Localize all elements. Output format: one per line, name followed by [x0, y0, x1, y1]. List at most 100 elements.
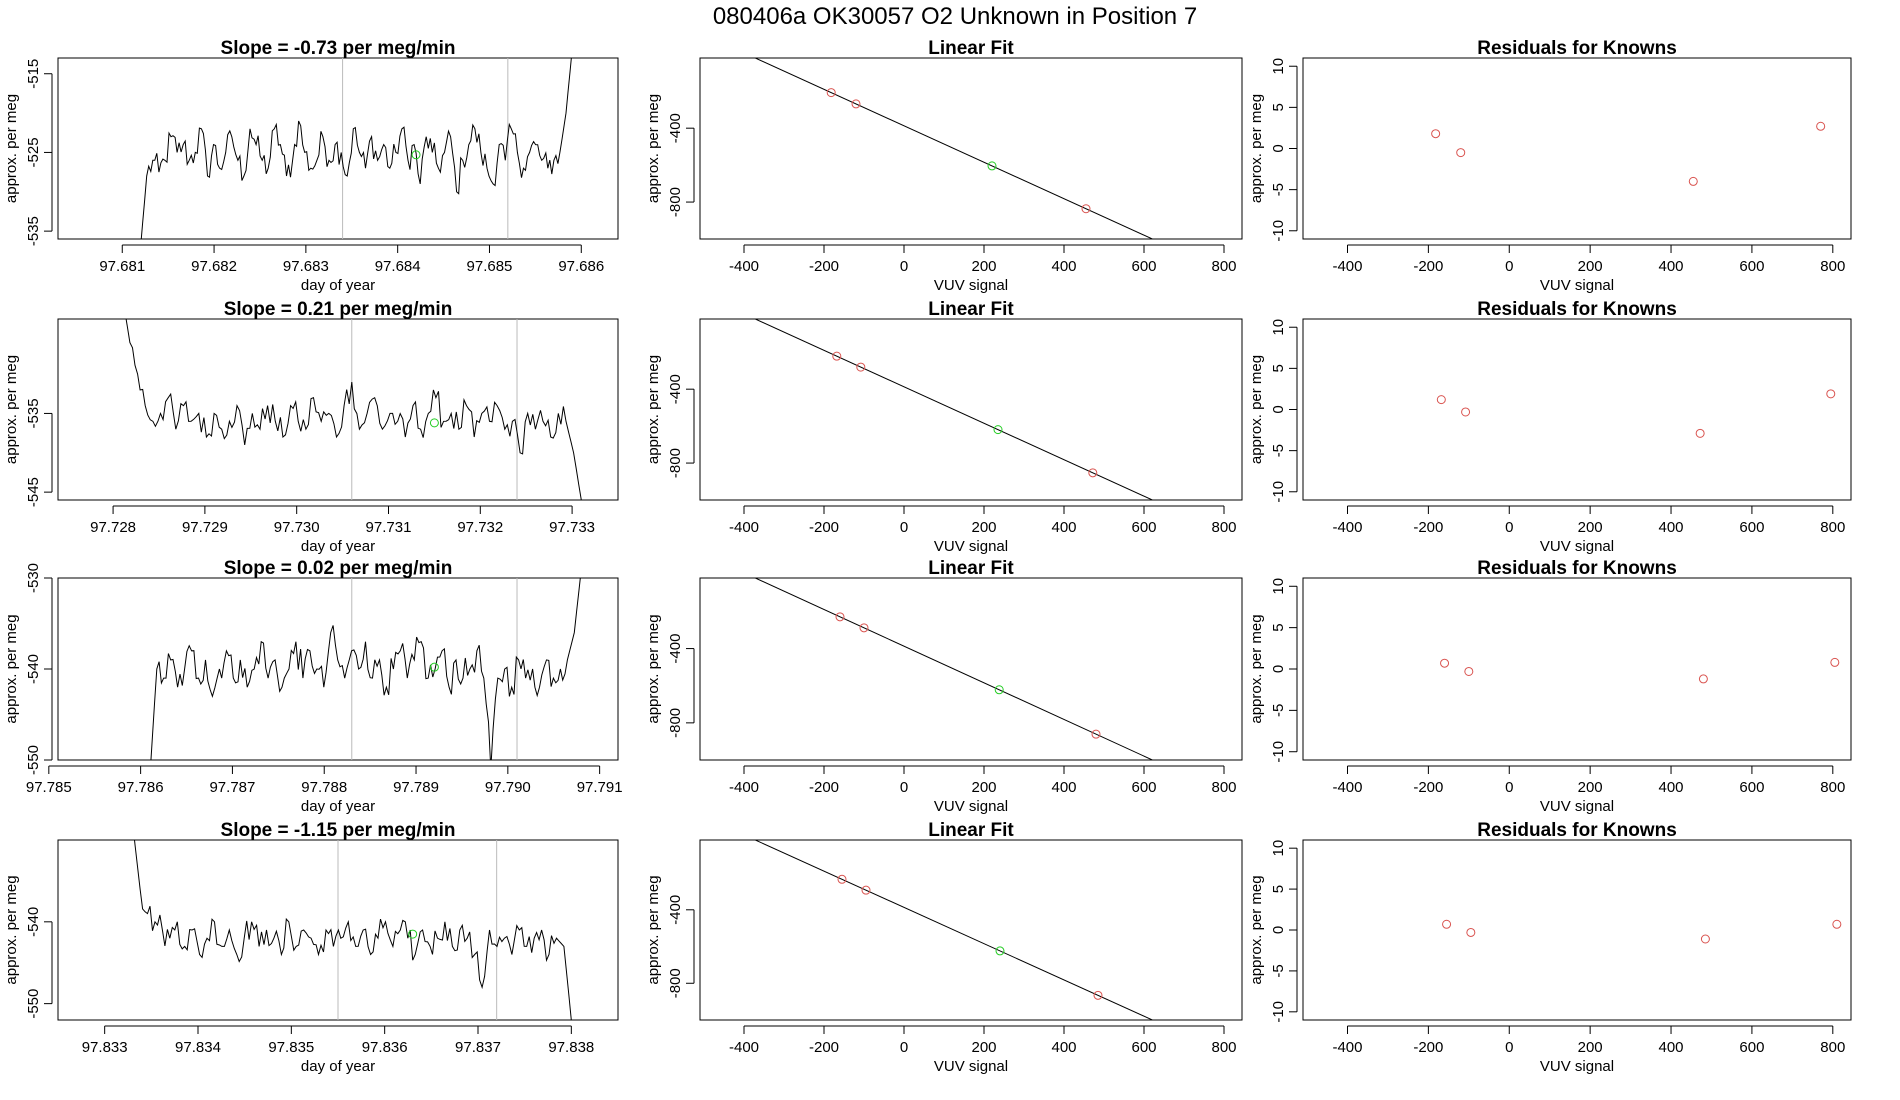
x-tick-label: 600: [1739, 258, 1764, 275]
unknown-point: [987, 161, 997, 171]
x-tick-label: 97.787: [209, 779, 255, 796]
residual-point: [1461, 407, 1471, 417]
x-tick-label: 200: [1578, 519, 1603, 536]
panel-2-0: Slope = 0.02 per meg/min 97.785 97.786 97.7…: [3, 558, 623, 815]
y-tick-label: -540: [25, 654, 42, 684]
unknown-point: [429, 662, 439, 672]
x-tick-label: 200: [971, 258, 996, 275]
x-axis-label: day of year: [301, 538, 375, 555]
panel-3-2: Residuals for Knowns -400 -200 0 200 400 600 80…: [1248, 820, 1852, 1075]
y-tick-label: -800: [667, 448, 684, 478]
x-tick-label: -400: [729, 258, 759, 275]
known-point: [861, 885, 871, 895]
y-tick-label: 10: [1270, 840, 1287, 857]
y-tick-label: 5: [1270, 623, 1287, 631]
y-axis-label: approx. per meg: [1248, 94, 1265, 203]
x-tick-label: 97.790: [485, 779, 531, 796]
x-tick-label: 800: [1820, 519, 1845, 536]
x-tick-label: 97.683: [283, 258, 329, 275]
y-axis-label: approx. per meg: [1248, 614, 1265, 723]
plot-area: [133, 840, 572, 1020]
x-tick-label: 97.836: [362, 1039, 408, 1056]
x-tick-label: 600: [1131, 258, 1156, 275]
x-tick-label: 97.837: [455, 1039, 501, 1056]
x-axis-label: day of year: [301, 798, 375, 815]
plot-frame: [699, 839, 1243, 1021]
y-axis-label: approx. per meg: [3, 875, 20, 984]
x-tick-label: 800: [1211, 258, 1236, 275]
y-tick-label: -400: [667, 634, 684, 664]
known-point: [1081, 204, 1091, 214]
plot-area: [150, 578, 581, 760]
y-axis-label: approx. per meg: [3, 614, 20, 723]
x-tick-label: 97.785: [26, 779, 72, 796]
x-tick-label: 800: [1820, 779, 1845, 796]
panel-0-0: Slope = -0.73 per meg/min 97.681 97.682 97.…: [3, 38, 619, 294]
residual-point: [1688, 176, 1698, 186]
plot-area: [1440, 657, 1840, 684]
x-axis-label: day of year: [301, 277, 375, 294]
x-tick-label: -200: [1413, 258, 1443, 275]
plot-frame: [57, 577, 619, 761]
plot-area: [754, 58, 1154, 239]
x-tick-label: 400: [1051, 1039, 1076, 1056]
x-tick-label: 97.731: [366, 519, 412, 536]
y-tick-label: 10: [1270, 578, 1287, 595]
x-tick-label: 400: [1659, 258, 1684, 275]
unknown-point: [411, 150, 421, 160]
x-tick-label: 0: [900, 258, 908, 275]
y-tick-label: -535: [25, 216, 42, 246]
fit-line: [754, 319, 1154, 500]
y-axis-label: approx. per meg: [1248, 875, 1265, 984]
panel-title: Slope = -0.73 per meg/min: [221, 38, 456, 59]
plot-frame: [57, 318, 619, 501]
x-tick-label: 97.730: [274, 519, 320, 536]
y-tick-label: -10: [1270, 481, 1287, 503]
x-tick-label: -400: [1332, 258, 1362, 275]
x-tick-label: 97.786: [118, 779, 164, 796]
y-tick-label: 5: [1270, 885, 1287, 893]
x-axis-label: VUV signal: [1540, 538, 1614, 555]
plot-area: [754, 319, 1154, 500]
known-point: [1088, 468, 1098, 478]
y-tick-label: -550: [25, 989, 42, 1019]
plot-area: [140, 58, 572, 239]
x-tick-label: -200: [1413, 519, 1443, 536]
plot-frame: [1302, 839, 1852, 1021]
x-axis-label: VUV signal: [1540, 1058, 1614, 1075]
plot-frame: [699, 577, 1243, 761]
panel-1-1: Linear Fit -400 -200 0 200 400 600 800 -400 -800 V…: [645, 299, 1243, 555]
plot-frame: [1302, 57, 1852, 240]
known-point: [851, 99, 861, 109]
y-tick-label: -400: [667, 113, 684, 143]
plot-frame: [57, 57, 619, 240]
residual-point: [1456, 148, 1466, 158]
x-tick-label: 0: [1505, 519, 1513, 536]
x-tick-label: 800: [1211, 779, 1236, 796]
x-tick-label: -400: [1332, 1039, 1362, 1056]
known-point: [856, 362, 866, 372]
y-axis-label: approx. per meg: [1248, 355, 1265, 464]
x-tick-label: 0: [900, 1039, 908, 1056]
timeseries-line: [125, 319, 582, 500]
x-tick-label: 200: [1578, 1039, 1603, 1056]
fit-line: [754, 58, 1154, 239]
x-tick-label: -400: [1332, 779, 1362, 796]
x-tick-label: 97.789: [393, 779, 439, 796]
x-tick-label: -200: [809, 779, 839, 796]
residual-point: [1431, 129, 1441, 139]
y-axis-label: approx. per meg: [645, 614, 662, 723]
y-tick-label: -525: [25, 137, 42, 167]
panel-title: Slope = -1.15 per meg/min: [221, 820, 456, 841]
x-tick-label: -400: [729, 519, 759, 536]
x-tick-label: 400: [1051, 519, 1076, 536]
x-tick-label: -400: [1332, 519, 1362, 536]
x-tick-label: 0: [900, 779, 908, 796]
panel-title: Slope = 0.21 per meg/min: [224, 299, 453, 320]
y-tick-label: -10: [1270, 1001, 1287, 1023]
y-tick-label: -5: [1270, 964, 1287, 977]
y-tick-label: -10: [1270, 220, 1287, 242]
panel-1-2: Residuals for Knowns -400 -200 0 200 400 600 80…: [1248, 299, 1852, 555]
panel-0-1: Linear Fit -400 -200 0 200 400 600 800 -400 -800 V…: [645, 38, 1243, 294]
y-axis-label: approx. per meg: [3, 94, 20, 203]
